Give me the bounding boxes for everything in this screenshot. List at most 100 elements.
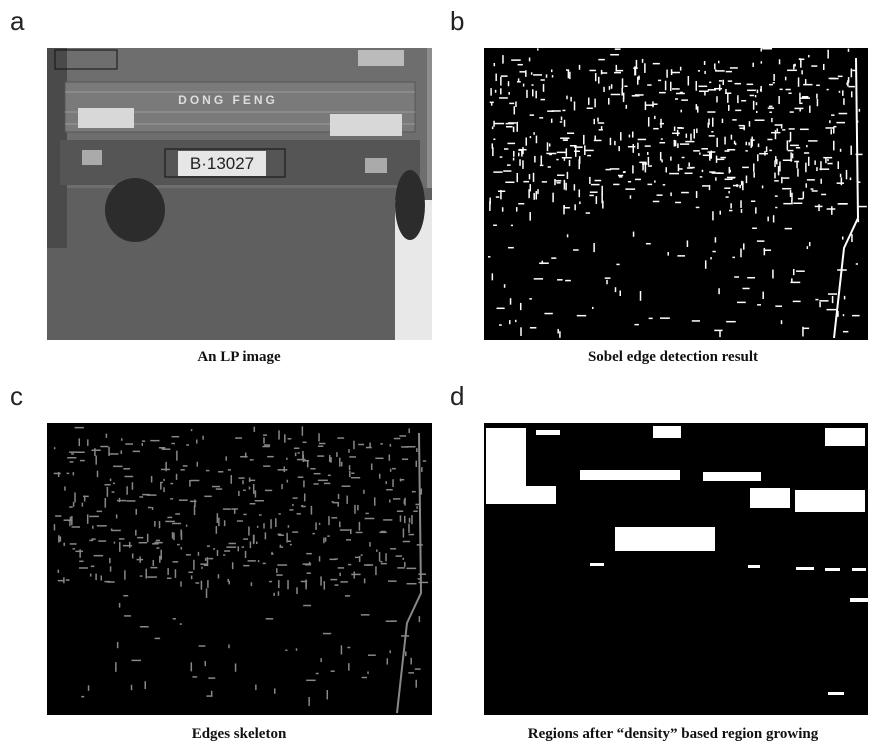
edge-pixel [851,68,853,77]
edge-pixel [111,529,113,531]
edge-pixel [162,448,171,450]
edge-pixel [333,502,339,504]
region [615,527,715,551]
edge-pixel [212,486,220,488]
edge-pixel [751,137,753,147]
edge-pixel [123,595,128,597]
edge-pixel [151,476,153,483]
edge-pixel [574,151,580,153]
edge-pixel [98,540,106,542]
edge-pixel [251,582,253,586]
edge-pixel [638,76,640,80]
edge-pixel [124,615,131,617]
edge-pixel [70,461,74,463]
edge-pixel [186,444,189,446]
edge-pixel [125,443,133,445]
edge-pixel [216,488,222,490]
edge-pixel [536,136,538,144]
edge-pixel [228,644,230,648]
edge-pixel [658,80,661,82]
edge-pixel [808,157,810,166]
edge-pixel [637,77,639,85]
edge-pixel [806,145,808,147]
edge-pixel [133,451,140,453]
edge-pixel [330,457,332,463]
edge-pixel [602,72,607,74]
edge-pixel [682,157,685,159]
edge-pixel [254,427,256,432]
edge-pixel [416,506,418,508]
edge-pixel [634,324,639,326]
edge-pixel [615,287,617,292]
edge-pixel [551,257,556,259]
edge-pixel [839,113,848,115]
edge-pixel [552,75,554,77]
edge-pixel [132,482,134,490]
edge-pixel [671,72,680,74]
edge-pixel [791,193,793,201]
edge-pixel [566,148,568,156]
edge-pixel [494,123,504,125]
edge-pixel [537,48,539,50]
edge-pixel [508,81,510,86]
edge-pixel [338,567,344,569]
edge-pixel [163,487,165,492]
edge-pixel [490,102,494,104]
edge-pixel [786,89,791,91]
edge-pixel [520,303,522,310]
edge-pixel [119,498,121,502]
edge-pixel [648,157,650,165]
edge-pixel [618,175,623,177]
edge-pixel [361,554,363,556]
edge-pixel [779,59,781,64]
edge-pixel [629,135,631,138]
edge-pixel [557,152,567,154]
edge-pixel [653,63,660,65]
edge-pixel [727,149,735,151]
edge-pixel [645,102,647,110]
edge-pixel [566,69,569,71]
edge-pixel [331,670,335,672]
edge-pixel [536,191,538,199]
edge-pixel [531,84,533,86]
edge-pixel [513,151,515,157]
edge-pixel [654,116,656,119]
edge-pixel [113,466,122,468]
edge-pixel [374,497,376,505]
edge-pixel [659,92,666,94]
edge-pixel [95,574,97,580]
edge-pixel [403,558,405,560]
edge-pixel [354,505,356,514]
edge-pixel [728,191,730,193]
edge-pixel [356,532,363,534]
edge-pixel [654,180,656,182]
edge-pixel [616,65,618,72]
edge-pixel [276,574,282,576]
edge-pixel [271,552,273,555]
edge-pixel [81,696,84,698]
edge-pixel [211,691,213,696]
region [825,428,865,446]
edge-pixel [842,237,844,240]
edge-pixel [381,563,387,565]
edge-pixel [759,153,768,155]
edge-pixel [542,181,547,183]
edge-pixel [516,122,518,132]
edge-pixel [104,581,110,583]
edge-pixel [839,91,841,93]
edge-pixel [560,121,562,123]
edge-pixel [733,185,739,187]
edge-pixel [517,173,519,182]
edge-pixel [323,538,325,544]
edge-pixel [564,120,566,127]
edge-pixel [91,538,95,540]
region [653,426,681,438]
region [703,472,761,481]
edge-pixel [312,533,314,535]
edge-pixel [781,124,783,129]
edge-pixel [827,159,829,161]
edge-pixel [666,70,668,78]
edge-pixel [856,263,858,265]
edge-pixel [778,166,780,175]
edge-pixel [73,502,75,507]
